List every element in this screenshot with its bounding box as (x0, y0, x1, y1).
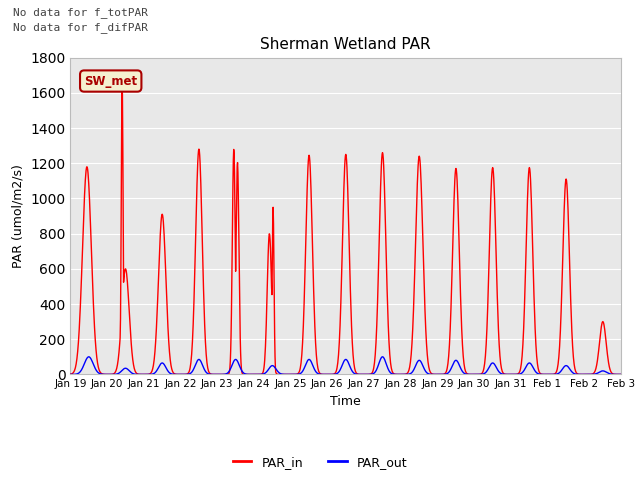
Text: No data for f_totPAR: No data for f_totPAR (13, 7, 148, 18)
Title: Sherman Wetland PAR: Sherman Wetland PAR (260, 37, 431, 52)
X-axis label: Time: Time (330, 395, 361, 408)
Y-axis label: PAR (umol/m2/s): PAR (umol/m2/s) (12, 164, 25, 268)
Legend: PAR_in, PAR_out: PAR_in, PAR_out (228, 451, 412, 474)
Text: No data for f_difPAR: No data for f_difPAR (13, 22, 148, 33)
Text: SW_met: SW_met (84, 74, 138, 87)
